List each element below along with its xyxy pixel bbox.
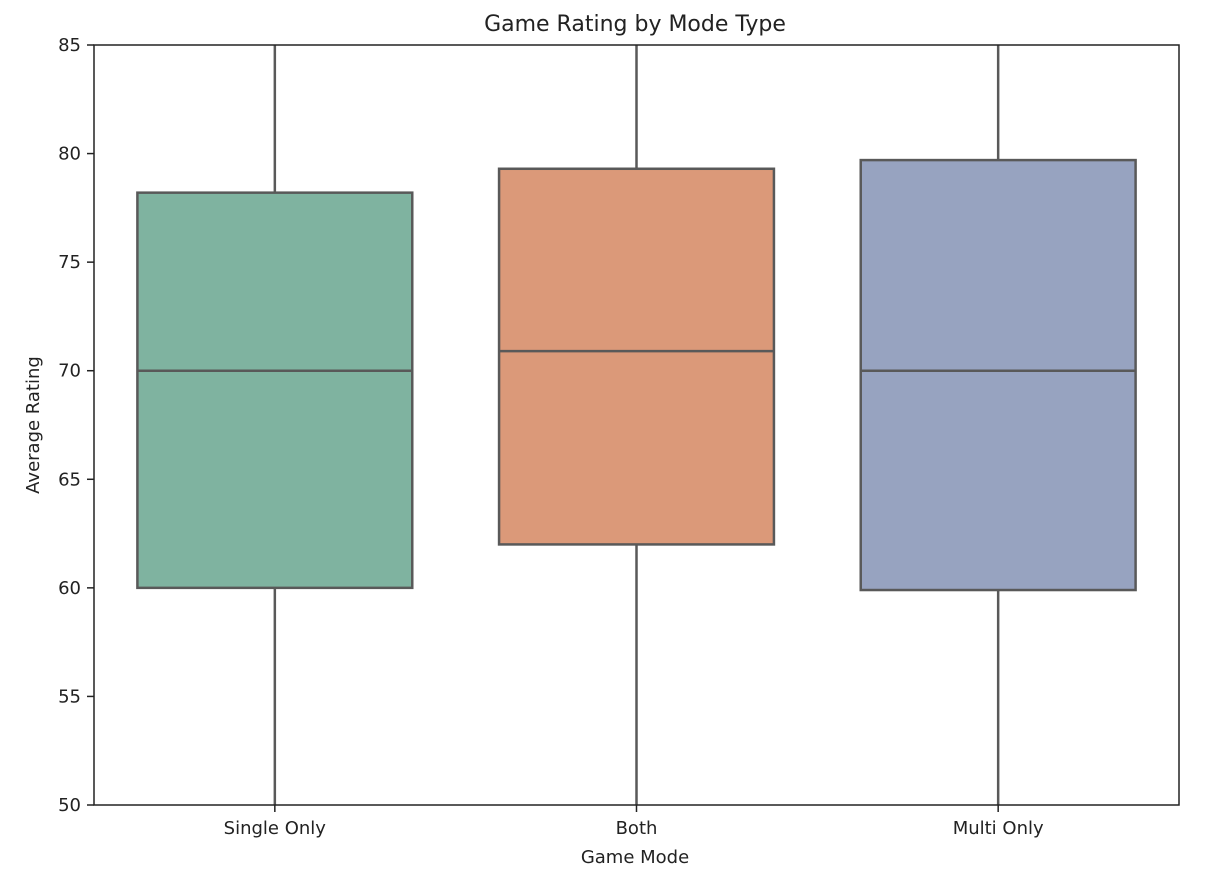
x-tick-label: Multi Only [953,818,1044,839]
box-iqr [497,167,776,546]
box-iqr [136,191,414,590]
box-group [497,45,776,805]
box-iqr [859,158,1137,592]
y-tick-label: 70 [58,361,81,382]
y-tick-label: 65 [58,469,81,490]
box-group [859,45,1137,805]
x-axis-title: Game Mode [581,847,689,868]
y-tick-label: 50 [58,795,81,816]
x-axis: Single Only Both Multi Only [224,805,1044,839]
y-tick-label: 80 [58,144,81,165]
y-tick-label: 85 [58,35,81,56]
y-axis-title: Average Rating [23,356,44,494]
x-tick-label: Single Only [224,818,327,839]
y-tick-label: 75 [58,252,81,273]
chart-title: Game Rating by Mode Type [484,12,786,37]
y-tick-label: 60 [58,578,81,599]
y-axis: 50 55 60 65 70 75 80 85 [58,35,94,816]
x-tick-label: Both [616,818,658,839]
boxes-layer [136,45,1137,805]
box-group [136,45,414,805]
y-tick-label: 55 [58,686,81,707]
